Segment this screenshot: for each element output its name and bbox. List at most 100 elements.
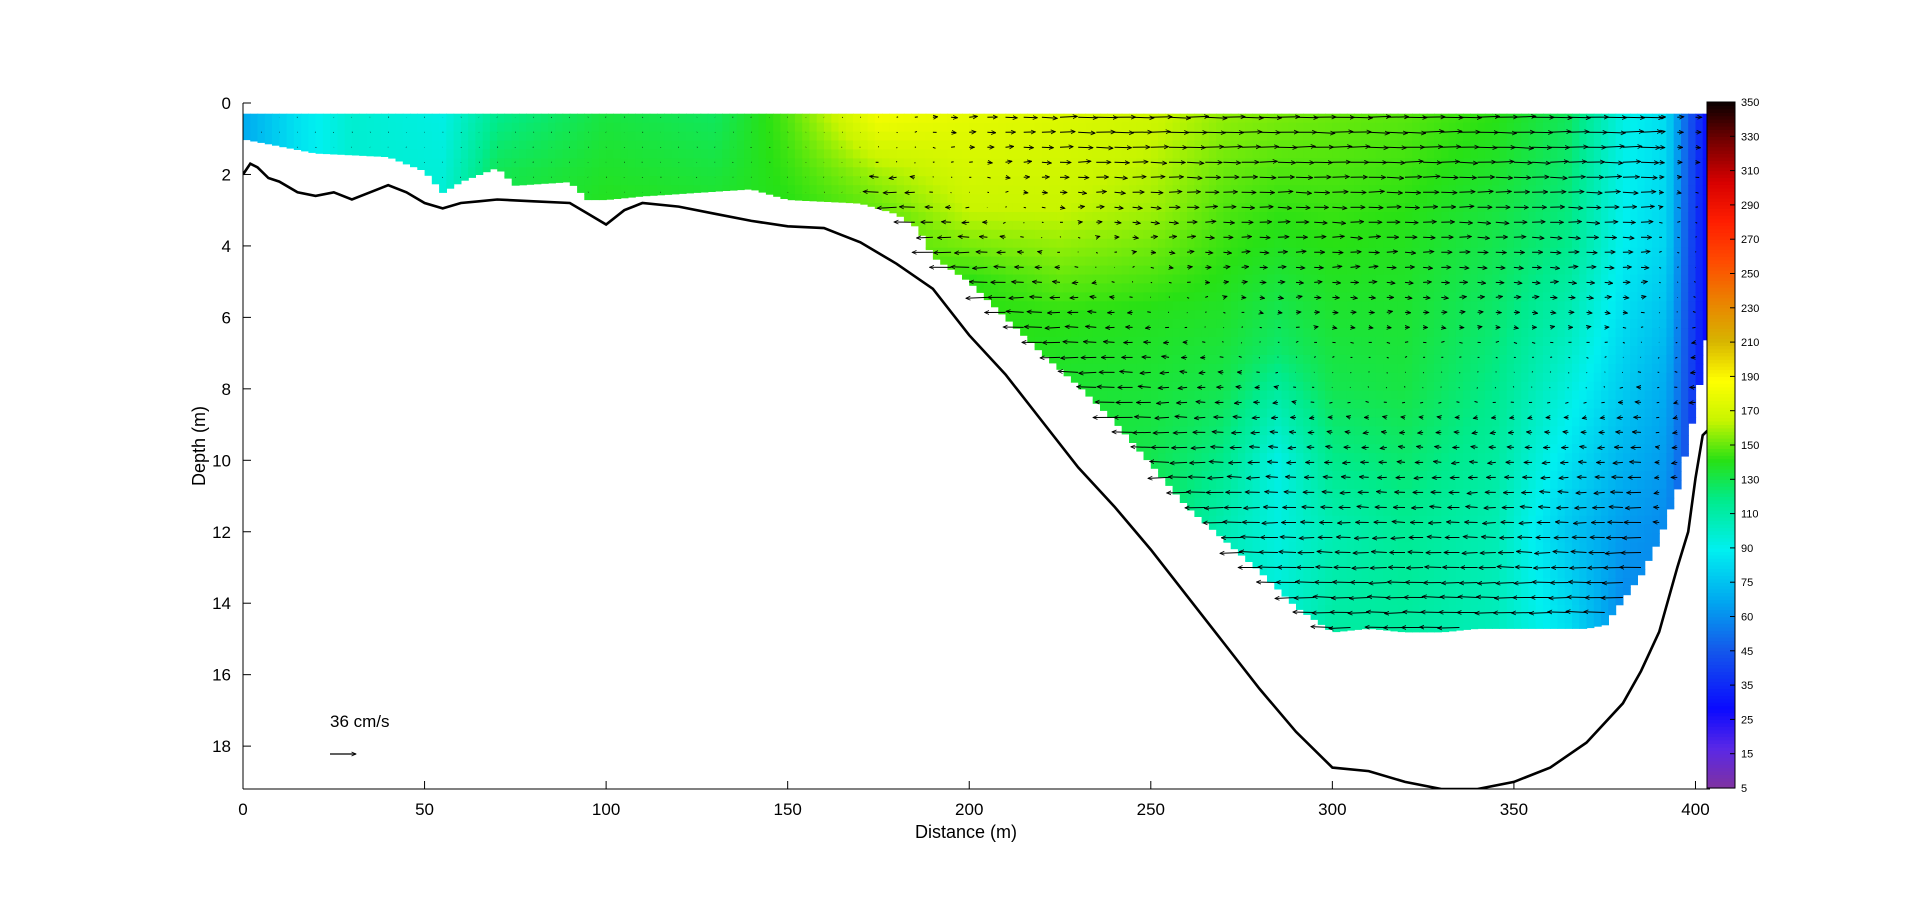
heat-cell	[1492, 113, 1500, 124]
heat-cell	[1564, 497, 1573, 508]
heat-cell	[816, 113, 825, 124]
heat-cell	[1513, 363, 1522, 374]
heat-cell	[1586, 328, 1595, 338]
heat-cell	[439, 140, 447, 150]
heat-cell	[1593, 622, 1602, 627]
heat-cell	[1165, 390, 1174, 401]
heat-cell	[1470, 212, 1479, 222]
heat-cell	[1201, 122, 1210, 133]
heat-cell	[976, 167, 985, 177]
heat-cell	[947, 247, 956, 258]
heat-cell	[1492, 524, 1500, 535]
heat-cell	[1477, 515, 1486, 526]
heat-cell	[1484, 113, 1493, 124]
heat-cell	[954, 256, 963, 267]
heat-cell	[1208, 390, 1217, 401]
heat-cell	[1586, 613, 1595, 624]
heat-cell	[613, 185, 622, 195]
heat-cell	[1339, 194, 1348, 204]
heat-cell	[1528, 471, 1537, 481]
heat-cell	[976, 283, 985, 293]
heat-cell	[446, 131, 455, 142]
heat-cell	[1499, 444, 1508, 454]
heat-cell	[940, 220, 949, 231]
heat-cell	[395, 158, 404, 162]
heat-cell	[359, 113, 368, 124]
heat-cell	[1063, 113, 1072, 124]
heat-cell	[1223, 185, 1232, 195]
heat-cell	[1020, 194, 1028, 204]
heat-cell	[1332, 622, 1341, 633]
heat-cell	[925, 122, 934, 133]
heat-cell	[1455, 524, 1464, 535]
heat-cell	[1586, 265, 1595, 276]
heat-cell	[1216, 167, 1225, 177]
heat-cell	[1361, 158, 1370, 168]
heat-cell	[1317, 256, 1326, 267]
heat-cell	[1281, 158, 1290, 168]
heat-cell	[1070, 265, 1079, 276]
heat-cell	[1150, 113, 1159, 124]
heat-cell	[1383, 265, 1392, 276]
heat-cell	[1506, 149, 1515, 159]
heat-cell	[860, 122, 869, 133]
heat-cell	[1448, 444, 1457, 454]
heat-cell	[1397, 587, 1406, 597]
heat-cell	[1129, 256, 1137, 267]
heat-cell	[1455, 408, 1464, 418]
heat-cell	[1303, 149, 1312, 159]
heat-cell	[489, 149, 498, 159]
heat-cell	[293, 131, 302, 142]
heat-cell	[1390, 301, 1399, 311]
heat-cell	[787, 194, 796, 201]
heat-cell	[1121, 238, 1130, 249]
heat-cell	[649, 149, 658, 159]
heat-cell	[1550, 497, 1559, 508]
heat-cell	[1572, 444, 1580, 454]
heat-cell	[1230, 453, 1239, 463]
heat-cell	[1223, 158, 1232, 168]
heat-cell	[1564, 381, 1573, 392]
heat-cell	[896, 185, 905, 195]
heat-cell	[1056, 185, 1065, 195]
heat-cell	[1078, 346, 1087, 356]
heat-cell	[1245, 542, 1254, 552]
heat-cell	[1528, 176, 1537, 186]
heat-cell	[1121, 212, 1130, 222]
heat-cell	[1521, 229, 1530, 240]
heat-cell	[1201, 354, 1210, 365]
heat-cell	[1455, 479, 1464, 490]
heat-cell	[1143, 220, 1152, 231]
heat-cell	[1448, 122, 1457, 133]
heat-cell	[1383, 274, 1392, 284]
heat-cell	[1390, 337, 1399, 347]
heat-cell	[1049, 337, 1057, 347]
heat-cell	[1528, 613, 1537, 624]
heat-cell	[1194, 444, 1203, 454]
heat-cell	[1317, 328, 1326, 338]
heat-cell	[613, 122, 622, 133]
heat-cell	[1092, 140, 1101, 150]
heat-cell	[1325, 453, 1333, 463]
heat-cell	[1150, 265, 1159, 276]
heat-cell	[1521, 605, 1530, 615]
heat-cell	[1579, 337, 1588, 347]
heat-cell	[1078, 301, 1087, 311]
heat-cell	[947, 131, 956, 142]
heat-cell	[1484, 292, 1493, 302]
heat-cell	[1325, 426, 1333, 436]
heat-cell	[1426, 372, 1435, 383]
heat-cell	[1245, 408, 1254, 418]
heat-cell	[1368, 506, 1377, 517]
heat-cell	[250, 113, 259, 124]
heat-cell	[1550, 605, 1559, 615]
heat-cell	[1049, 203, 1057, 213]
heat-cell	[1288, 488, 1297, 499]
heat-cell	[1252, 185, 1261, 195]
heat-cell	[1317, 220, 1326, 231]
heat-cell	[1543, 167, 1551, 177]
heat-cell	[1049, 346, 1057, 356]
heat-cell	[1121, 256, 1130, 267]
heat-cell	[1165, 283, 1174, 293]
heat-cell	[1419, 596, 1428, 606]
